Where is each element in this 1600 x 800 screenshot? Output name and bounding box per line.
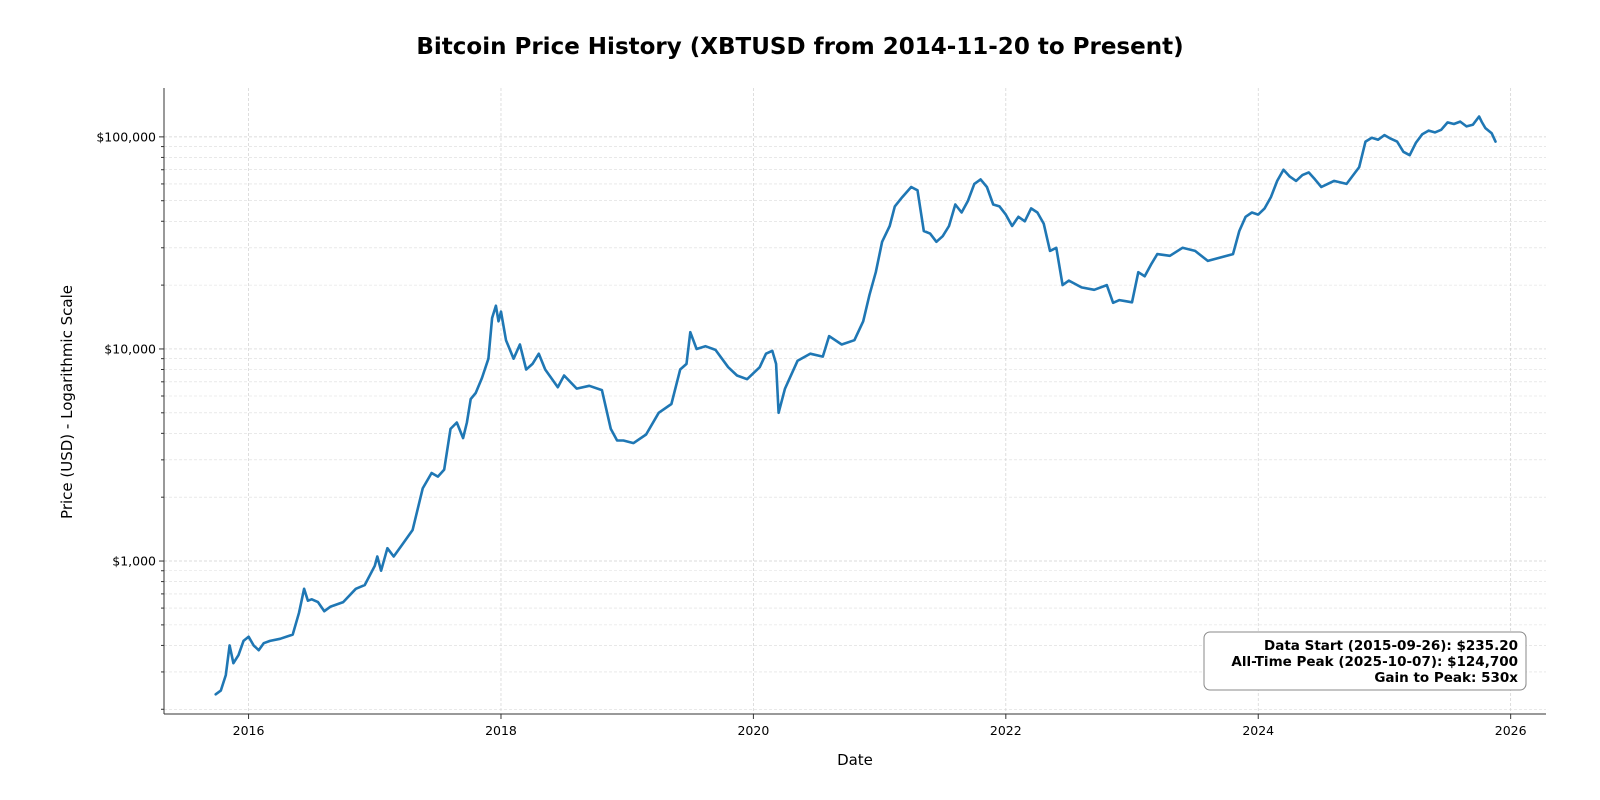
annotation-box: Data Start (2015-09-26): $235.20 All-Tim… [1203, 631, 1527, 691]
y-tick-label: $100,000 [96, 129, 156, 144]
x-tick-label: 2022 [990, 723, 1022, 738]
y-tick-label: $10,000 [104, 341, 156, 356]
x-tick-label: 2016 [233, 723, 265, 738]
annotation-peak: All-Time Peak (2025-10-07): $124,700 [1231, 654, 1518, 670]
y-axis-label: Price (USD) - Logarithmic Scale [58, 285, 76, 519]
x-tick-label: 2024 [1242, 723, 1274, 738]
y-axis-ticks: $1,000 $10,000 $100,000 [96, 129, 164, 710]
series-layer [214, 115, 1497, 696]
x-tick-label: 2026 [1495, 723, 1527, 738]
series-line-xbtusd [214, 115, 1497, 696]
x-axis-label: Date [837, 751, 873, 769]
x-tick-label: 2018 [485, 723, 517, 738]
annotation-gain: Gain to Peak: 530x [1374, 670, 1518, 686]
y-tick-label: $1,000 [112, 554, 156, 569]
grid-lines [164, 88, 1546, 714]
annotation-data-start: Data Start (2015-09-26): $235.20 [1264, 638, 1518, 654]
x-axis-ticks: 2016 2018 2020 2022 2024 2026 [233, 714, 1527, 738]
x-tick-label: 2020 [737, 723, 769, 738]
chart-title: Bitcoin Price History (XBTUSD from 2014-… [416, 34, 1183, 60]
annotation-frame [1203, 631, 1527, 691]
